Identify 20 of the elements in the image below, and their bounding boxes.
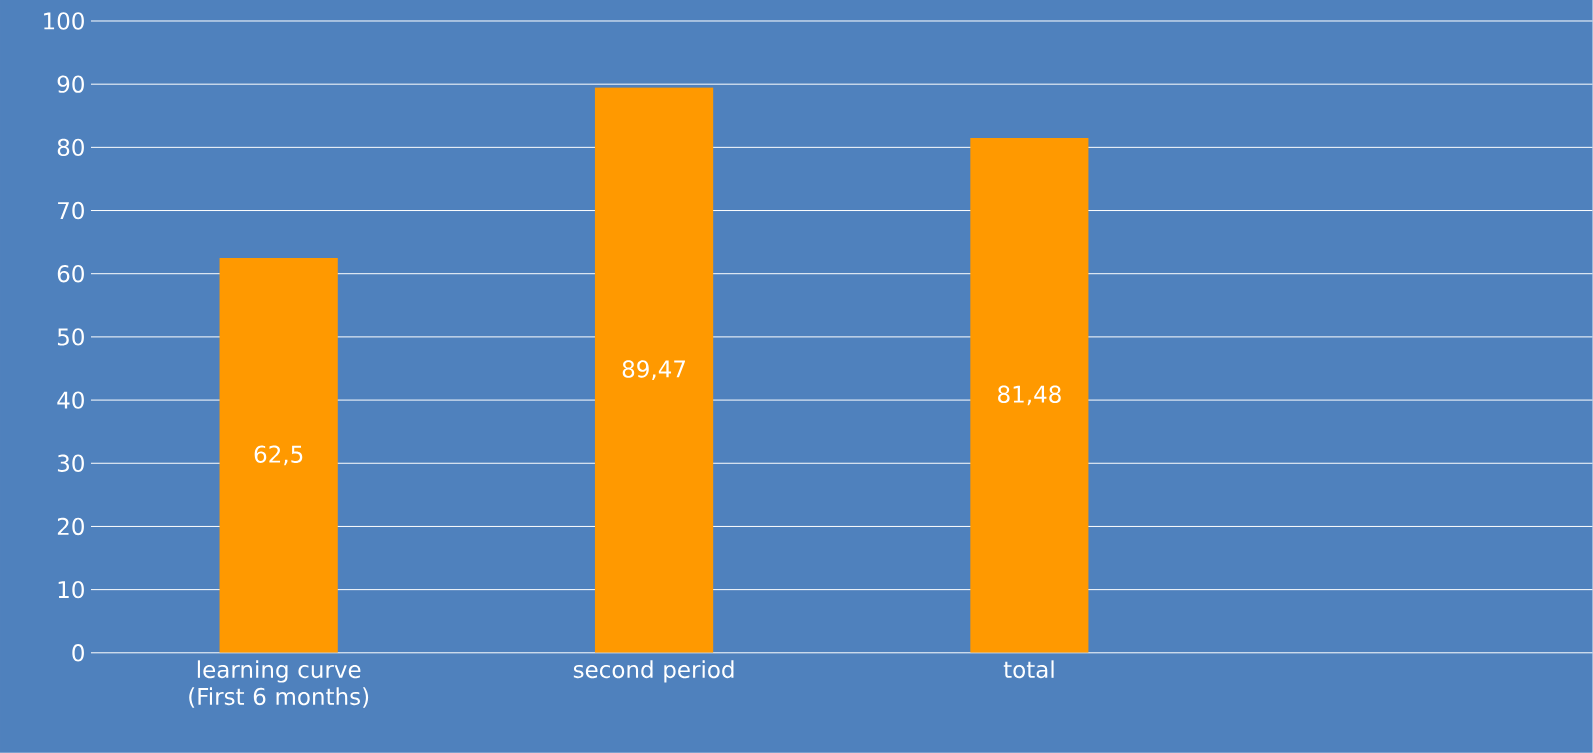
data-label: 81,48 — [998, 385, 1061, 406]
y-tick-label: 20 — [57, 517, 84, 536]
y-tick-label: 70 — [58, 201, 84, 220]
y-tick-label: 100 — [44, 12, 84, 30]
x-tick-label: second period — [573, 660, 734, 683]
y-tick-label: 10 — [58, 581, 84, 599]
y-tick-label: 40 — [57, 391, 84, 409]
bar — [219, 258, 338, 653]
data-label: 62,5 — [254, 445, 303, 466]
data-label: 89,47 — [622, 360, 685, 381]
bar — [970, 138, 1089, 653]
y-tick-label: 90 — [57, 75, 84, 93]
y-tick-label: 60 — [57, 265, 84, 283]
y-tick-label: 30 — [57, 454, 84, 473]
x-tick-label: total — [1003, 660, 1054, 679]
y-tick-label: 50 — [57, 328, 84, 346]
x-tick-label: learning curve (First 6 months) — [189, 660, 369, 708]
bar — [594, 87, 714, 653]
y-tick-label: 0 — [72, 644, 84, 662]
y-tick-label: 80 — [57, 138, 84, 157]
